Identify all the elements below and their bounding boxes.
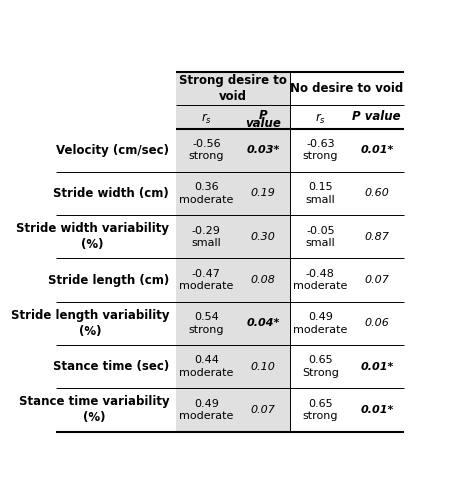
Text: 0.65
Strong: 0.65 Strong bbox=[302, 356, 339, 378]
Text: Stride length (cm): Stride length (cm) bbox=[48, 274, 169, 286]
Text: 0.10: 0.10 bbox=[251, 362, 276, 372]
Text: Stance time (sec): Stance time (sec) bbox=[53, 360, 169, 373]
Text: -0.63
strong: -0.63 strong bbox=[303, 139, 338, 162]
Text: value: value bbox=[246, 118, 281, 130]
Text: 0.07: 0.07 bbox=[365, 275, 390, 285]
Text: Stance time variability
(%): Stance time variability (%) bbox=[18, 396, 169, 424]
Text: 0.04*: 0.04* bbox=[247, 318, 280, 328]
Text: 0.49
moderate: 0.49 moderate bbox=[293, 312, 348, 334]
Text: Stride width (cm): Stride width (cm) bbox=[53, 187, 169, 200]
Text: 0.87: 0.87 bbox=[365, 232, 390, 241]
Text: 0.19: 0.19 bbox=[251, 188, 276, 198]
Text: 0.49
moderate: 0.49 moderate bbox=[179, 398, 233, 421]
Text: 0.44
moderate: 0.44 moderate bbox=[179, 356, 233, 378]
Text: Velocity (cm/sec): Velocity (cm/sec) bbox=[56, 144, 169, 156]
Text: Stride length variability
(%): Stride length variability (%) bbox=[11, 309, 169, 338]
Text: 0.15
small: 0.15 small bbox=[305, 182, 335, 204]
Text: 0.08: 0.08 bbox=[251, 275, 276, 285]
Text: 0.01*: 0.01* bbox=[361, 362, 394, 372]
Text: 0.01*: 0.01* bbox=[361, 405, 394, 415]
Text: 0.07: 0.07 bbox=[251, 405, 276, 415]
Text: $r_s$: $r_s$ bbox=[315, 112, 326, 126]
Text: P value: P value bbox=[352, 110, 401, 124]
Text: -0.48
moderate: -0.48 moderate bbox=[293, 269, 348, 291]
Text: $r_s$: $r_s$ bbox=[201, 112, 212, 126]
Text: 0.30: 0.30 bbox=[251, 232, 276, 241]
Text: Stride width variability
(%): Stride width variability (%) bbox=[16, 222, 169, 251]
Bar bbox=[176, 72, 290, 432]
Text: 0.65
strong: 0.65 strong bbox=[303, 398, 338, 421]
Text: 0.54
strong: 0.54 strong bbox=[189, 312, 224, 334]
Text: -0.29
small: -0.29 small bbox=[192, 226, 221, 248]
Text: Strong desire to
void: Strong desire to void bbox=[179, 74, 287, 103]
Text: -0.05
small: -0.05 small bbox=[305, 226, 335, 248]
Text: -0.56
strong: -0.56 strong bbox=[189, 139, 224, 162]
Text: P: P bbox=[259, 108, 268, 122]
Text: 0.03*: 0.03* bbox=[247, 145, 280, 155]
Text: 0.36
moderate: 0.36 moderate bbox=[179, 182, 233, 204]
Text: 0.06: 0.06 bbox=[365, 318, 390, 328]
Text: -0.47
moderate: -0.47 moderate bbox=[179, 269, 233, 291]
Text: 0.01*: 0.01* bbox=[361, 145, 394, 155]
Text: 0.60: 0.60 bbox=[365, 188, 390, 198]
Text: No desire to void: No desire to void bbox=[291, 82, 404, 95]
